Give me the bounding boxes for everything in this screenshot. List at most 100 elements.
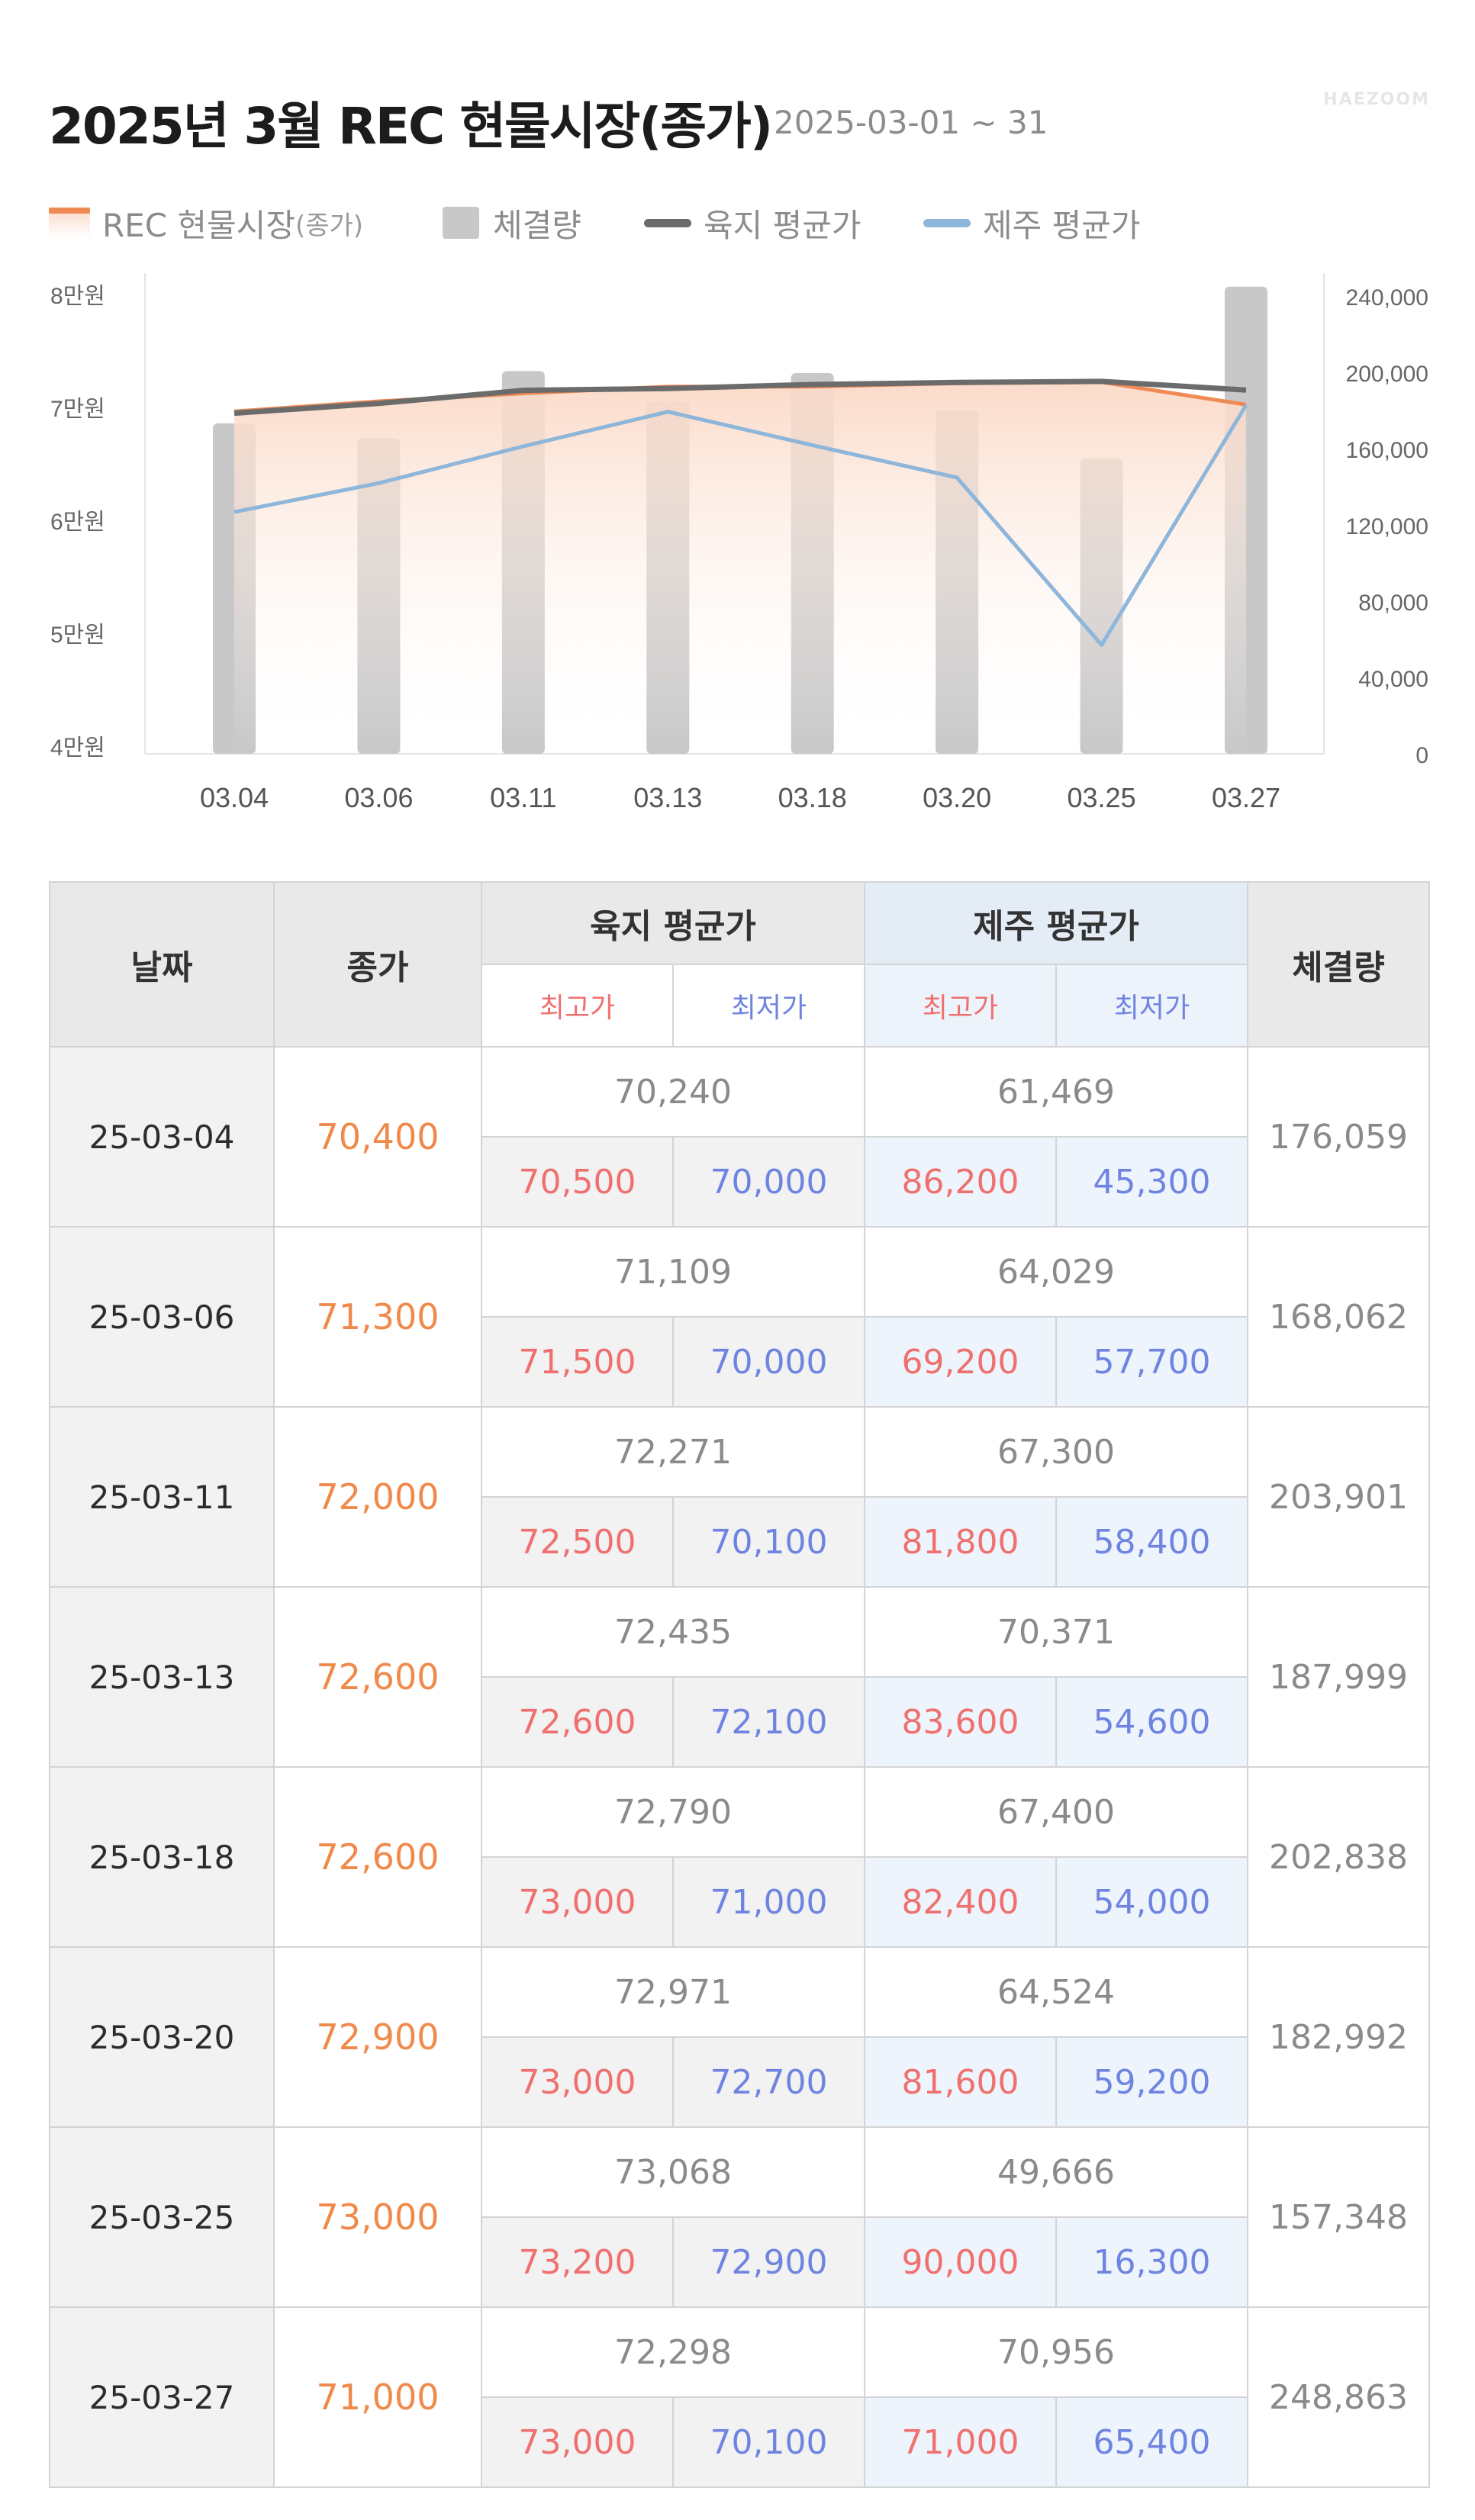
row-land-low: 72,700 xyxy=(672,2036,865,2128)
y-right-tick-label: 200,000 xyxy=(1346,362,1428,387)
legend-label-land: 육지 평균가 xyxy=(704,206,861,244)
row-date: 25-03-20 xyxy=(49,1946,275,2128)
jeju-line-swatch-icon xyxy=(923,218,971,227)
row-volume: 176,059 xyxy=(1247,1046,1430,1228)
row-close-price: 72,600 xyxy=(273,1766,482,1948)
row-jeju-low: 59,200 xyxy=(1055,2036,1248,2128)
page-title: 2025년 3월 REC 현물시장(종가) xyxy=(49,97,773,156)
row-jeju-avg: 70,956 xyxy=(864,2306,1248,2398)
row-volume: 182,992 xyxy=(1247,1946,1430,2128)
y-left-tick-label: 5만원 xyxy=(50,623,105,648)
y-right-tick-label: 40,000 xyxy=(1358,667,1428,692)
row-jeju-low: 65,400 xyxy=(1055,2396,1248,2488)
row-close-price: 72,000 xyxy=(273,1406,482,1588)
row-volume: 248,863 xyxy=(1247,2306,1430,2488)
row-date: 25-03-25 xyxy=(49,2126,275,2308)
header-close: 종가 xyxy=(273,881,482,1048)
row-land-low: 70,100 xyxy=(672,2396,865,2488)
legend-label-rec-sub: (종가) xyxy=(295,210,364,241)
row-jeju-high: 90,000 xyxy=(864,2216,1057,2308)
row-land-high: 73,000 xyxy=(481,2396,674,2488)
row-close-price: 73,000 xyxy=(273,2126,482,2308)
legend-label-rec: REC 현물시장 xyxy=(102,206,295,244)
row-jeju-avg: 61,469 xyxy=(864,1046,1248,1138)
row-jeju-avg: 70,371 xyxy=(864,1586,1248,1678)
row-volume: 157,348 xyxy=(1247,2126,1430,2308)
table-row: 25-03-13 72,600 72,435 70,371 187,999 xyxy=(49,1586,1430,1768)
chart-header: 2025년 3월 REC 현물시장(종가) 2025-03-01 ~ 31 HA… xyxy=(49,85,1430,156)
row-date: 25-03-04 xyxy=(49,1046,275,1228)
row-close-price: 70,400 xyxy=(273,1046,482,1228)
y-right-tick-label: 120,000 xyxy=(1346,514,1428,539)
row-land-high: 71,500 xyxy=(481,1316,674,1408)
table-body: 25-03-04 70,400 70,240 61,469 176,059 70,500 7… xyxy=(49,1046,1430,2488)
x-tick-label: 03.06 xyxy=(344,782,413,813)
header-date: 날짜 xyxy=(49,881,275,1048)
row-jeju-high: 71,000 xyxy=(864,2396,1057,2488)
legend-item-rec: REC 현물시장 (종가) xyxy=(49,200,363,246)
row-land-avg: 72,271 xyxy=(481,1406,865,1498)
x-tick-label: 03.27 xyxy=(1212,782,1280,813)
row-land-low: 71,000 xyxy=(672,1856,865,1948)
row-jeju-low: 58,400 xyxy=(1055,1496,1248,1588)
row-volume: 187,999 xyxy=(1247,1586,1430,1768)
row-land-high: 73,000 xyxy=(481,2036,674,2128)
combo-chart: 8만원 7만원 6만원 5만원 4만원 240,000 200,000 160,000 120,… xyxy=(50,273,1428,813)
row-date: 25-03-13 xyxy=(49,1586,275,1768)
header-jeju-high: 최고가 xyxy=(864,964,1057,1048)
row-land-low: 70,000 xyxy=(672,1136,865,1228)
row-jeju-avg: 64,524 xyxy=(864,1946,1248,2038)
x-tick-label: 03.25 xyxy=(1068,782,1136,813)
legend-item-jeju: 제주 평균가 xyxy=(923,200,1141,246)
watermark-logo: HAEZOOM xyxy=(1323,90,1430,109)
header-land-low: 최저가 xyxy=(672,964,865,1048)
legend-label-jeju: 제주 평균가 xyxy=(983,206,1141,244)
row-volume: 202,838 xyxy=(1247,1766,1430,1948)
table-row: 25-03-25 73,000 73,068 49,666 157,348 xyxy=(49,2126,1430,2308)
rec-area-swatch-icon xyxy=(49,208,90,238)
table-subrow: 70,500 70,000 86,200 45,300 xyxy=(50,1136,1429,1228)
y-right-tick-label: 160,000 xyxy=(1346,438,1428,463)
row-land-avg: 72,435 xyxy=(481,1586,865,1678)
table-row: 25-03-04 70,400 70,240 61,469 176,059 xyxy=(49,1046,1430,1228)
table-subrow: 71,500 70,000 69,200 57,700 xyxy=(50,1316,1429,1408)
x-tick-label: 03.18 xyxy=(778,782,847,813)
table-subrow: 73,000 72,700 81,600 59,200 xyxy=(50,2036,1429,2128)
x-tick-label: 03.13 xyxy=(633,782,702,813)
table-row: 25-03-06 71,300 71,109 64,029 168,062 xyxy=(49,1226,1430,1408)
legend-label-volume: 체결량 xyxy=(493,206,581,244)
row-close-price: 71,300 xyxy=(273,1226,482,1408)
jeju-avg-line xyxy=(233,404,1248,647)
row-jeju-avg: 67,300 xyxy=(864,1406,1248,1498)
row-jeju-avg: 64,029 xyxy=(864,1226,1248,1318)
row-jeju-low: 54,600 xyxy=(1055,1676,1248,1768)
row-jeju-avg: 49,666 xyxy=(864,2126,1248,2218)
row-close-price: 72,600 xyxy=(273,1586,482,1768)
table-subrow: 72,600 72,100 83,600 54,600 xyxy=(50,1676,1429,1768)
row-jeju-avg: 67,400 xyxy=(864,1766,1248,1858)
row-jeju-low: 57,700 xyxy=(1055,1316,1248,1408)
y-right-tick-label: 80,000 xyxy=(1358,591,1428,616)
table-row: 25-03-11 72,000 72,271 67,300 203,901 xyxy=(49,1406,1430,1588)
y-left-tick-label: 8만원 xyxy=(50,284,105,309)
row-land-avg: 72,790 xyxy=(481,1766,865,1858)
row-land-low: 70,100 xyxy=(672,1496,865,1588)
row-date: 25-03-27 xyxy=(49,2306,275,2488)
row-land-low: 72,100 xyxy=(672,1676,865,1768)
date-range: 2025-03-01 ~ 31 xyxy=(774,104,1048,141)
table-subrow: 73,200 72,900 90,000 16,300 xyxy=(50,2216,1429,2308)
y-right-tick-label: 0 xyxy=(1415,743,1428,768)
chart-legend: REC 현물시장 (종가) 체결량 육지 평균가 제주 평균가 xyxy=(49,200,1346,246)
row-land-avg: 71,109 xyxy=(481,1226,865,1318)
table-row: 25-03-18 72,600 72,790 67,400 202,838 xyxy=(49,1766,1430,1948)
table-subrow: 73,000 70,100 71,000 65,400 xyxy=(50,2396,1429,2488)
row-land-high: 72,500 xyxy=(481,1496,674,1588)
y-left-tick-label: 7만원 xyxy=(50,397,105,422)
row-jeju-high: 69,200 xyxy=(864,1316,1057,1408)
row-land-high: 73,200 xyxy=(481,2216,674,2308)
land-line-swatch-icon xyxy=(644,218,691,227)
row-land-avg: 72,971 xyxy=(481,1946,865,2038)
row-land-high: 70,500 xyxy=(481,1136,674,1228)
row-date: 25-03-06 xyxy=(49,1226,275,1408)
row-jeju-high: 86,200 xyxy=(864,1136,1057,1228)
